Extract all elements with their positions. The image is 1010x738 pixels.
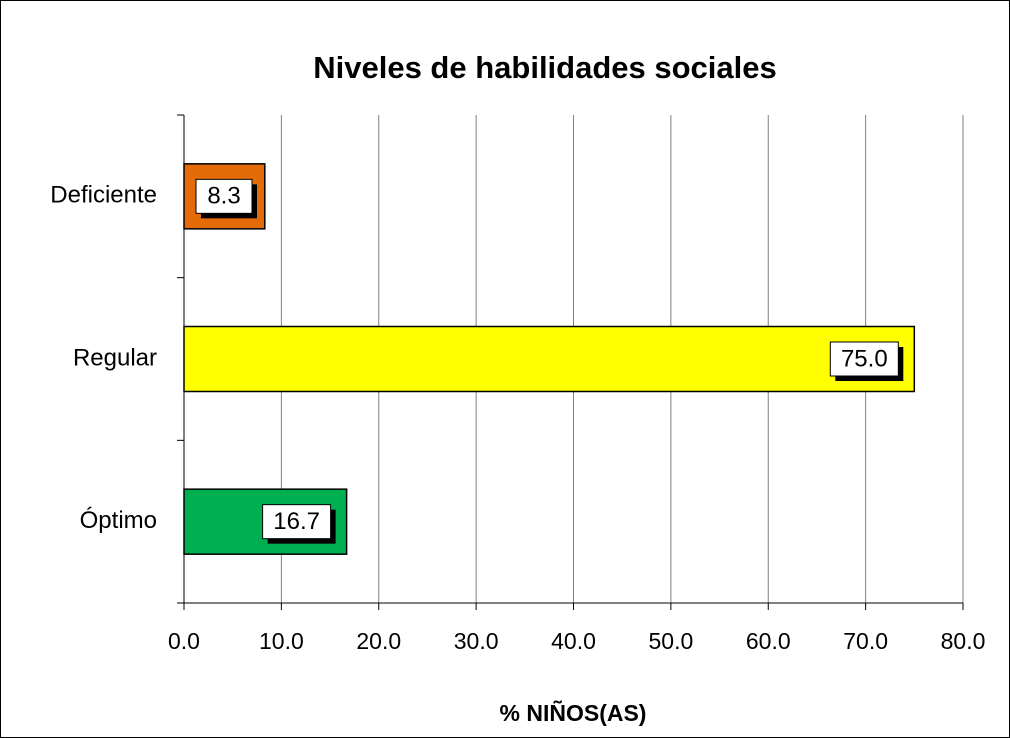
x-tick-label: 50.0 bbox=[648, 628, 693, 654]
y-tick-label: Óptimo bbox=[80, 507, 157, 534]
x-tick-label: 20.0 bbox=[356, 628, 401, 654]
value-label-box bbox=[829, 341, 899, 377]
value-label: 16.7 bbox=[273, 508, 320, 535]
y-tick-label: Deficiente bbox=[50, 182, 157, 209]
x-tick-label: 60.0 bbox=[746, 628, 791, 654]
value-label-box bbox=[262, 504, 332, 540]
x-tick-label: 70.0 bbox=[843, 628, 888, 654]
x-tick-label: 10.0 bbox=[259, 628, 304, 654]
bar bbox=[183, 325, 916, 393]
value-label-box bbox=[195, 178, 253, 214]
value-label: 8.3 bbox=[207, 183, 240, 210]
x-axis-title: % NIÑOS(AS) bbox=[500, 699, 647, 726]
x-tick-label: 40.0 bbox=[551, 628, 596, 654]
chart-title: Niveles de habilidades sociales bbox=[313, 50, 777, 85]
x-tick-label: 0.0 bbox=[168, 628, 200, 654]
y-tick-label: Regular bbox=[73, 344, 157, 371]
value-label: 75.0 bbox=[841, 345, 888, 372]
x-tick-label: 30.0 bbox=[454, 628, 499, 654]
x-tick-label: 80.0 bbox=[941, 628, 986, 654]
